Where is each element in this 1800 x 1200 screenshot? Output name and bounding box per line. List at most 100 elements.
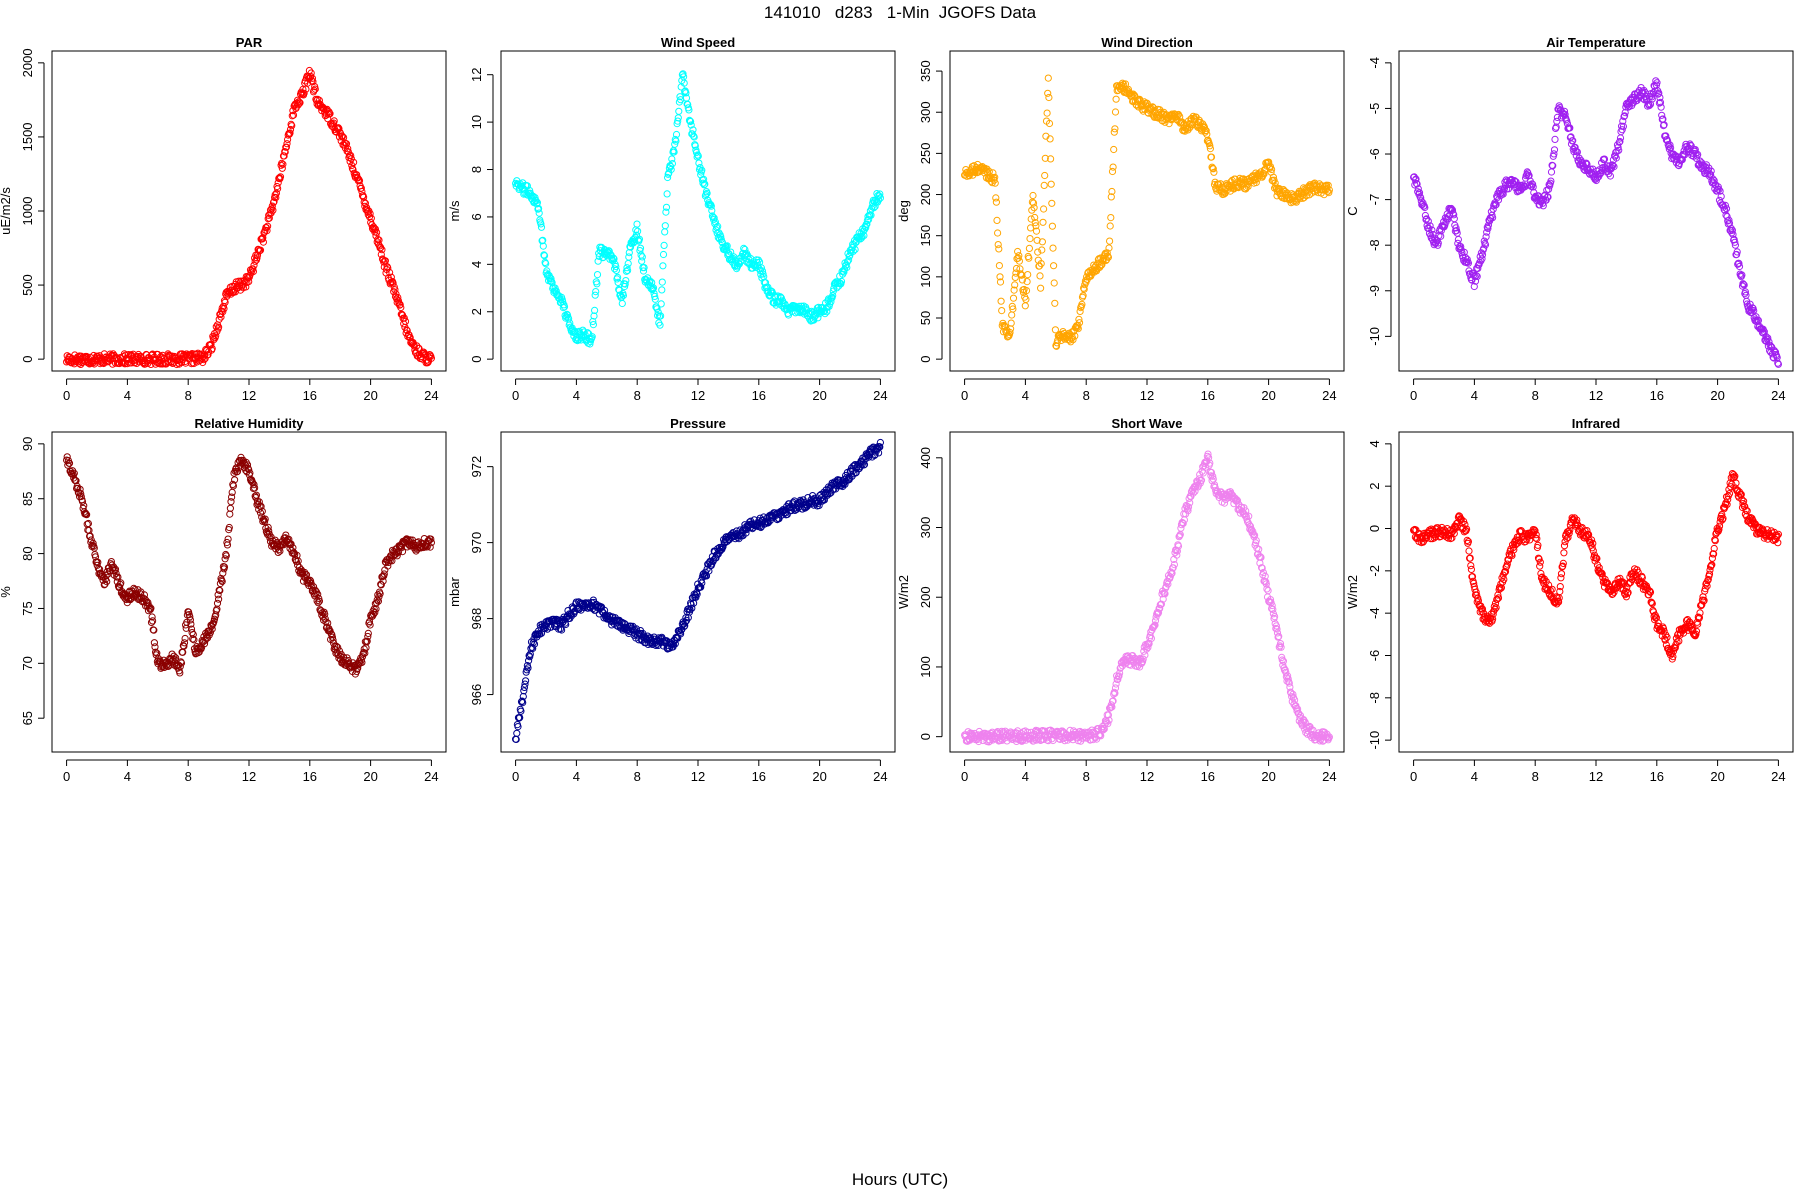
wind-speed-point bbox=[661, 228, 669, 236]
wind-speed-point bbox=[700, 175, 708, 183]
par-point bbox=[397, 303, 405, 312]
air-temperature-point bbox=[1566, 124, 1574, 132]
wind-speed-point bbox=[707, 202, 715, 210]
relative-humidity-point bbox=[186, 616, 194, 624]
wind-direction-point bbox=[1067, 338, 1075, 346]
wind-direction-point bbox=[987, 177, 995, 185]
wind-direction-point bbox=[1210, 168, 1218, 176]
air-temperature-point bbox=[1710, 177, 1718, 185]
par-point bbox=[286, 129, 294, 137]
wind-speed-point bbox=[560, 303, 569, 311]
par-point bbox=[294, 101, 302, 109]
air-temperature-point bbox=[1550, 150, 1558, 158]
wind-speed-point bbox=[658, 286, 666, 294]
wind-speed-point bbox=[638, 253, 646, 261]
relative-humidity-point bbox=[226, 510, 234, 518]
air-temperature-point bbox=[1621, 109, 1629, 117]
wind-speed-point bbox=[618, 299, 626, 308]
air-temperature-point bbox=[1733, 250, 1741, 259]
air-temperature-point bbox=[1544, 193, 1552, 201]
wind-speed-point bbox=[718, 238, 726, 246]
short-wave-x-axis: 0 4 8 12 16 20 24 bbox=[961, 759, 1337, 784]
air-temperature-y-tick-label: -6 bbox=[1367, 148, 1382, 160]
wind-speed-point bbox=[657, 300, 665, 308]
air-temperature-point bbox=[1529, 180, 1537, 188]
wind-direction-point bbox=[1325, 186, 1334, 194]
wind-direction-point bbox=[1124, 85, 1133, 94]
par-point bbox=[215, 323, 223, 331]
air-temperature-point bbox=[1717, 192, 1725, 200]
pressure-x-tick-label: 4 bbox=[573, 769, 580, 784]
air-temperature-point bbox=[1413, 180, 1421, 188]
par-point bbox=[347, 155, 355, 163]
wind-direction-point bbox=[1041, 154, 1049, 162]
air-temperature-point bbox=[1547, 177, 1555, 185]
air-temperature-point bbox=[1512, 178, 1520, 186]
wind-speed-point bbox=[661, 222, 669, 230]
air-temperature-point bbox=[1561, 110, 1569, 119]
wind-speed-point bbox=[777, 293, 785, 301]
relative-humidity-point bbox=[114, 573, 122, 581]
air-temperature-point bbox=[1437, 232, 1445, 240]
air-temperature-point bbox=[1694, 150, 1702, 159]
air-temperature-y-tick-label: -4 bbox=[1367, 57, 1382, 69]
air-temperature-point bbox=[1464, 259, 1473, 267]
wind-direction-point bbox=[1103, 255, 1111, 264]
par-point bbox=[350, 158, 358, 166]
air-temperature-x-tick-label: 16 bbox=[1650, 388, 1664, 403]
wind-direction-point bbox=[1206, 145, 1215, 153]
relative-humidity-point bbox=[190, 636, 198, 644]
relative-humidity-x-tick-label: 0 bbox=[63, 769, 70, 784]
par-point bbox=[253, 254, 261, 262]
wind-direction-point bbox=[1032, 227, 1041, 235]
wind-direction-point bbox=[1112, 95, 1120, 103]
wind-direction-point bbox=[1027, 215, 1035, 223]
wind-direction-point bbox=[1040, 205, 1048, 213]
par-point bbox=[326, 110, 334, 118]
par-point bbox=[271, 191, 279, 199]
wind-speed-point bbox=[646, 277, 654, 285]
wind-direction-point bbox=[996, 273, 1004, 281]
wind-speed-point bbox=[668, 160, 677, 168]
short-wave-x-tick-label: 0 bbox=[961, 769, 968, 784]
par-point bbox=[390, 283, 398, 291]
short-wave-title: Short Wave bbox=[1111, 416, 1182, 431]
wind-direction-point bbox=[1031, 213, 1039, 222]
wind-direction-point bbox=[1040, 181, 1048, 189]
wind-direction-point bbox=[1037, 260, 1045, 268]
wind-direction-y-tick-label: 250 bbox=[918, 143, 933, 165]
air-temperature-point bbox=[1606, 172, 1615, 180]
wind-direction-point bbox=[1111, 125, 1119, 133]
relative-humidity-point bbox=[151, 643, 159, 651]
wind-direction-point bbox=[1044, 74, 1052, 82]
wind-direction-point bbox=[1049, 244, 1057, 252]
wind-speed-point bbox=[708, 206, 716, 215]
wind-speed-point bbox=[662, 203, 671, 211]
air-temperature-point bbox=[1655, 89, 1663, 97]
par-point bbox=[219, 308, 227, 316]
short-wave-x-tick-label: 20 bbox=[1261, 769, 1275, 784]
wind-speed-point bbox=[687, 121, 695, 129]
air-temperature-point bbox=[1750, 307, 1758, 315]
air-temperature-point bbox=[1482, 233, 1490, 241]
air-temperature-point bbox=[1448, 206, 1457, 214]
wind-speed-point bbox=[639, 267, 648, 275]
relative-humidity-point bbox=[64, 461, 72, 469]
wind-direction-point bbox=[1008, 311, 1016, 319]
wind-speed-point bbox=[863, 220, 871, 228]
wind-direction-point bbox=[1097, 261, 1105, 269]
relative-humidity-point bbox=[172, 654, 180, 662]
wind-speed-point bbox=[659, 262, 667, 270]
wind-speed-point bbox=[605, 247, 613, 255]
wind-speed-point bbox=[612, 266, 621, 274]
air-temperature-point bbox=[1639, 95, 1648, 103]
wind-direction-point bbox=[1034, 248, 1042, 256]
wind-speed-point bbox=[542, 260, 550, 268]
relative-humidity-y-tick-label: 80 bbox=[20, 546, 35, 560]
par-point bbox=[280, 152, 288, 160]
air-temperature-point bbox=[1716, 187, 1724, 195]
